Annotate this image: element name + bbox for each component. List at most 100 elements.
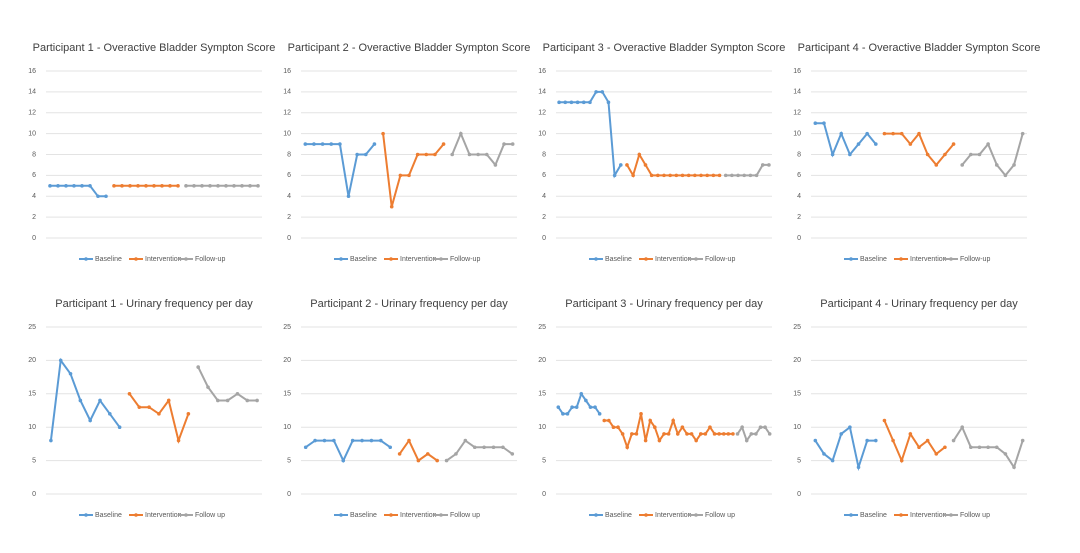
legend-label: Intervention [910,256,947,263]
point [754,173,759,178]
y-tick-label: 6 [797,172,801,179]
point [196,365,200,369]
legend-marker [849,257,853,261]
point [192,184,196,188]
legend-marker [644,257,648,261]
point [951,438,956,443]
point [565,412,570,416]
point [510,452,515,456]
point [839,432,844,436]
y-tick-label: 16 [538,68,546,75]
point [441,142,446,146]
point [312,142,316,146]
point [882,131,887,136]
point [731,432,735,436]
point [320,142,325,146]
point [255,398,259,403]
series-line [382,133,445,207]
y-tick-label: 10 [538,424,546,431]
point [693,173,697,178]
point [72,184,76,188]
point [186,412,191,416]
point [144,184,148,188]
point [680,425,685,430]
point [389,204,394,209]
y-tick-label: 4 [32,193,36,200]
point [388,445,393,450]
point [986,445,990,450]
point [208,184,212,188]
point [630,432,634,436]
series-line [305,439,391,463]
y-tick-label: 10 [793,424,801,431]
point [137,405,142,409]
point [484,152,489,157]
point [160,184,164,188]
point [908,432,913,436]
point [865,131,869,136]
series-line [884,131,955,167]
point [476,152,480,157]
point [662,173,666,178]
point [986,142,990,146]
y-tick-label: 10 [538,130,546,137]
point [56,184,60,188]
point [671,418,675,423]
series-line [451,130,513,167]
y-tick-label: 25 [28,324,36,331]
point [730,173,734,178]
point [917,445,921,450]
point [705,173,709,178]
point [563,100,568,105]
point [575,100,580,105]
point [994,445,999,450]
point [48,184,52,188]
legend-marker [339,513,343,517]
y-tick-label: 15 [538,391,546,398]
point [372,142,377,146]
point [643,438,648,443]
y-tick-label: 8 [32,151,36,158]
y-tick-label: 10 [283,424,291,431]
point [415,152,420,157]
y-tick-label: 8 [797,151,801,158]
point [369,438,374,443]
point [891,438,895,443]
point [570,405,574,409]
point [848,152,852,157]
legend-label: Follow up [195,512,225,519]
series-line [197,366,258,402]
point [459,131,463,136]
point [117,425,122,430]
point [969,445,973,450]
y-tick-label: 20 [793,357,801,364]
y-tick-label: 0 [32,491,36,498]
point [625,163,629,167]
y-tick-label: 16 [28,68,36,75]
point [381,131,385,136]
point [232,184,236,188]
point [176,438,181,443]
legend-label: Baseline [95,512,122,519]
legend-label: Intervention [145,512,182,519]
y-tick-label: 10 [283,130,291,137]
point [740,425,744,430]
point [813,438,818,443]
point [856,465,861,470]
point [822,452,826,456]
legend-marker [949,513,953,517]
point [600,90,605,94]
point [619,163,623,167]
series-line [815,122,877,158]
chart-title: Participant 2 - Overactive Bladder Sympt… [288,42,531,54]
point [657,438,662,443]
y-tick-label: 6 [32,172,36,179]
y-tick-label: 4 [542,193,546,200]
point [643,163,648,167]
y-tick-label: 15 [283,391,291,398]
point [245,398,250,403]
point [416,458,421,463]
point [882,418,887,423]
legend-marker [439,513,443,517]
